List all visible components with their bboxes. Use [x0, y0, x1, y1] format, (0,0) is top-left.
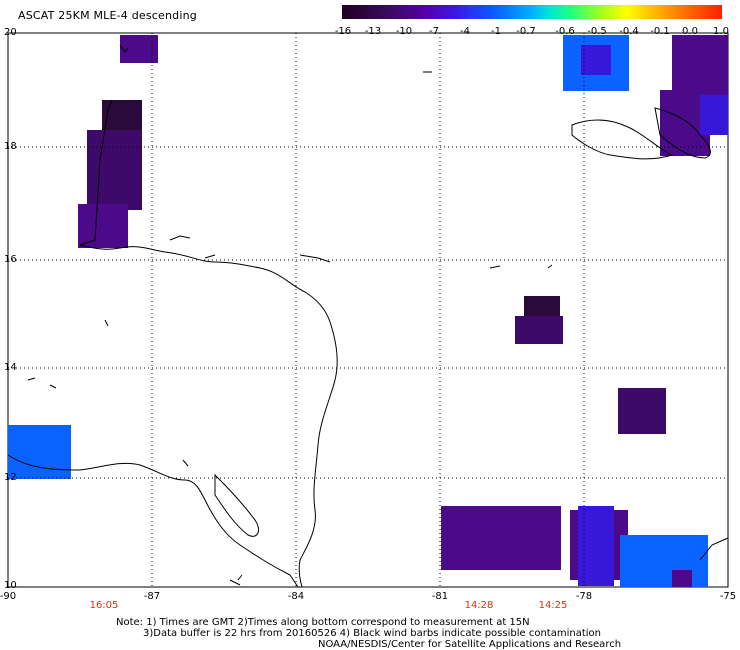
latitude-tick: 16 [4, 254, 17, 265]
colorbar-tick: -0.5 [587, 26, 607, 37]
latitude-tick: 18 [4, 141, 17, 152]
colorbar-tick: -0.7 [516, 26, 536, 37]
colorbar-tick: -4 [460, 26, 470, 37]
colorbar-tick: -0.6 [555, 26, 575, 37]
swath-cell [581, 45, 611, 75]
latitude-tick: 20 [4, 27, 17, 38]
colorbar-tick: -10 [395, 26, 413, 37]
colorbar-tick: -16 [334, 26, 352, 37]
longitude-tick: -78 [575, 591, 593, 602]
colorbar-tick: -0.4 [619, 26, 639, 37]
map-frame [7, 32, 729, 588]
colorbar-tick: 0.0 [682, 26, 698, 37]
colorbar-tick: -1 [491, 26, 501, 37]
latitude-tick: 10 [4, 580, 17, 591]
time-label: 14:25 [538, 600, 568, 611]
swath-cell [515, 316, 563, 344]
time-label: 16:05 [89, 600, 119, 611]
time-label: 14:28 [464, 600, 494, 611]
longitude-tick: -84 [287, 591, 305, 602]
footnote-line-1: Note: 1) Times are GMT 2)Times along bot… [116, 617, 530, 628]
footnote-line-3: NOAA/NESDIS/Center for Satellite Applica… [318, 639, 622, 650]
latitude-tick: 12 [4, 472, 17, 483]
longitude-tick: -81 [431, 591, 449, 602]
swath-cell [87, 130, 142, 210]
colorbar-tick: -13 [364, 26, 382, 37]
swath-cell [441, 506, 561, 570]
map-title: ASCAT 25KM MLE-4 descending [18, 9, 197, 22]
graticule [8, 33, 728, 587]
swath-cell [78, 204, 128, 248]
longitude-tick: -75 [719, 591, 737, 602]
colorbar-tick: -0.1 [650, 26, 670, 37]
footnote-line-2: 3)Data buffer is 22 hrs from 20160526 4)… [143, 628, 601, 639]
swath-cell [8, 425, 71, 479]
swath-cell [700, 95, 728, 135]
colorbar-tick: 1.0 [713, 26, 729, 37]
coastlines [7, 44, 729, 588]
swath-cell [620, 535, 708, 587]
colorbar [342, 5, 722, 19]
swath-cell [578, 506, 614, 586]
colorbar-tick: -7 [429, 26, 439, 37]
swath-cell [672, 570, 692, 587]
swath-cell [618, 388, 666, 434]
longitude-tick: -87 [143, 591, 161, 602]
swath-data [8, 35, 728, 587]
longitude-tick: -90 [0, 591, 17, 602]
latitude-tick: 14 [4, 362, 17, 373]
